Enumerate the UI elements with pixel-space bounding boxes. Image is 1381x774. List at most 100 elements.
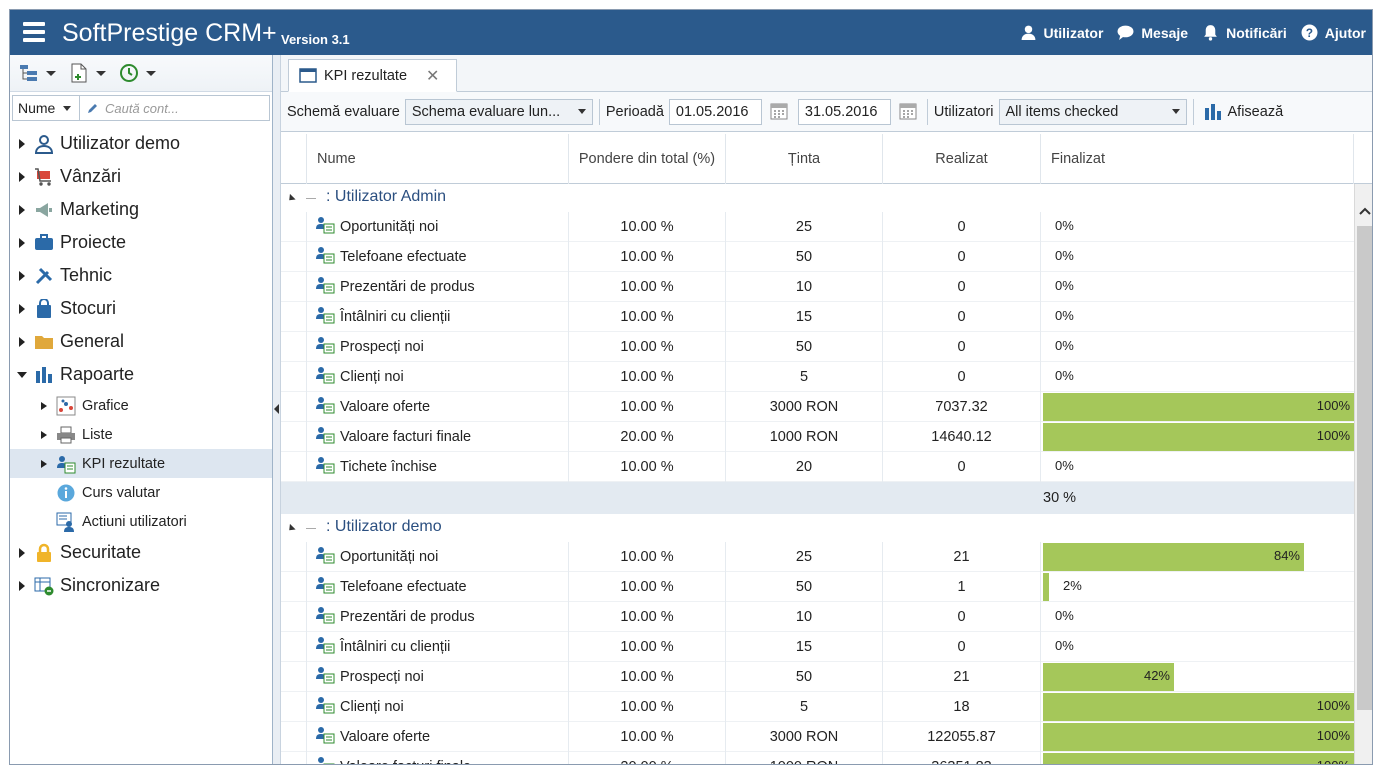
history-dropdown[interactable]	[144, 62, 158, 84]
cell-pondere: 10.00 %	[569, 662, 726, 692]
sidebar-item-proiecte[interactable]: Proiecte	[10, 226, 272, 259]
kpi-users-icon	[315, 216, 335, 238]
sidebar-item-utilizator-demo[interactable]: Utilizator demo	[10, 127, 272, 160]
nume-value: Întâlniri cu clienții	[340, 639, 451, 655]
search-input[interactable]: Caută cont...	[80, 95, 270, 121]
cell-tinta: 50	[726, 242, 883, 272]
calendar-icon[interactable]	[770, 103, 788, 120]
scroll-thumb[interactable]	[1357, 226, 1372, 710]
help-button[interactable]: ? Ajutor	[1301, 24, 1366, 41]
table-row[interactable]: Valoare oferte 10.00 % 3000 RON 122055.87 10…	[281, 722, 1354, 752]
cell-pondere: 10.00 %	[569, 272, 726, 302]
search-field-select[interactable]: Nume	[12, 95, 80, 121]
sidebar-item-grafice[interactable]: Grafice	[10, 391, 272, 420]
group-row[interactable]: : Utilizator Admin	[281, 184, 1354, 212]
table-row[interactable]: Oportunități noi 10.00 % 25 0 0%	[281, 212, 1354, 242]
expand-arrow-icon[interactable]	[18, 548, 26, 558]
expand-arrow-icon[interactable]	[40, 402, 48, 410]
tree-view-dropdown[interactable]	[44, 62, 58, 84]
row-indicator	[281, 572, 307, 602]
sidebar-item-rapoarte[interactable]: Rapoarte	[10, 358, 272, 391]
expand-arrow-icon[interactable]	[18, 581, 26, 591]
sidebar-splitter[interactable]	[273, 55, 281, 764]
sidebar-item-vanzari[interactable]: Vânzări	[10, 160, 272, 193]
afiseaza-button[interactable]: Afisează	[1204, 103, 1283, 120]
sidebar-item-curs-valutar[interactable]: Curs valutar	[10, 478, 272, 507]
sidebar-item-sincronizare[interactable]: Sincronizare	[10, 569, 272, 602]
expand-arrow-icon[interactable]	[18, 304, 26, 314]
row-indicator	[281, 272, 307, 302]
table-row[interactable]: Prospecți noi 10.00 % 50 0 0%	[281, 332, 1354, 362]
sidebar-item-actiuni-utilizatori[interactable]: Actiuni utilizatori	[10, 507, 272, 536]
sidebar-item-marketing[interactable]: Marketing	[10, 193, 272, 226]
cell-realizat: 21	[883, 662, 1041, 692]
scroll-up-icon[interactable]	[1358, 204, 1372, 218]
expand-arrow-icon[interactable]	[40, 431, 48, 439]
close-icon[interactable]: ✕	[426, 67, 440, 85]
table-row[interactable]: Prezentări de produs 10.00 % 10 0 0%	[281, 602, 1354, 632]
expand-arrow-icon[interactable]	[18, 172, 26, 182]
table-row[interactable]: Tichete închise 10.00 % 20 0 0%	[281, 452, 1354, 482]
collapse-arrow-icon[interactable]	[286, 523, 296, 534]
chart-grid-icon	[56, 396, 76, 416]
group-row[interactable]: : Utilizator demo	[281, 514, 1354, 542]
cell-nume: Clienți noi	[307, 362, 569, 392]
row-indicator	[281, 632, 307, 662]
table-row[interactable]: Întâlniri cu clienții 10.00 % 15 0 0%	[281, 302, 1354, 332]
tree-view-icon[interactable]	[18, 62, 40, 84]
sidebar-item-stocuri[interactable]: Stocuri	[10, 292, 272, 325]
column-header-finalizat[interactable]: Finalizat	[1041, 134, 1354, 184]
column-header-pondere[interactable]: Pondere din total (%)	[569, 134, 726, 184]
table-row[interactable]: Clienți noi 10.00 % 5 18 100%	[281, 692, 1354, 722]
chat-icon	[1117, 25, 1134, 40]
expand-arrow-icon[interactable]	[18, 337, 26, 347]
expand-arrow-icon[interactable]	[40, 460, 48, 468]
sidebar-item-tehnic[interactable]: Tehnic	[10, 259, 272, 292]
expand-arrow-icon[interactable]	[18, 139, 26, 149]
table-row[interactable]: Telefoane efectuate 10.00 % 50 1 2%	[281, 572, 1354, 602]
column-header-tinta[interactable]: Ținta	[726, 134, 883, 184]
table-row[interactable]: Prezentări de produs 10.00 % 10 0 0%	[281, 272, 1354, 302]
expand-arrow-icon[interactable]	[18, 271, 26, 281]
table-row[interactable]: Valoare facturi finale 20.00 % 1000 RON 146…	[281, 422, 1354, 452]
messages-button[interactable]: Mesaje	[1117, 24, 1188, 41]
sidebar-item-kpi-rezultate[interactable]: KPI rezultate	[10, 449, 272, 478]
utilizatori-select[interactable]: All items checked	[998, 98, 1187, 125]
sidebar-item-securitate[interactable]: Securitate	[10, 536, 272, 569]
new-document-dropdown[interactable]	[94, 62, 108, 84]
cell-nume: Tichete închise	[307, 452, 569, 482]
table-row[interactable]: Oportunități noi 10.00 % 25 21 84%	[281, 542, 1354, 572]
column-header-realizat[interactable]: Realizat	[883, 134, 1041, 184]
vertical-scrollbar[interactable]	[1354, 184, 1372, 764]
notifications-button[interactable]: Notificări	[1202, 24, 1287, 41]
date-from-input[interactable]: 01.05.2016	[668, 98, 762, 125]
calendar-icon[interactable]	[899, 103, 917, 120]
history-icon[interactable]	[118, 62, 140, 84]
nume-value: Clienți noi	[340, 699, 404, 715]
table-row[interactable]: Prospecți noi 10.00 % 50 21 42%	[281, 662, 1354, 692]
expand-arrow-icon[interactable]	[18, 205, 26, 215]
tab-kpi-rezultate[interactable]: KPI rezultate ✕	[288, 59, 457, 92]
new-document-icon[interactable]	[68, 62, 90, 84]
printer-icon	[56, 425, 76, 445]
expand-arrow-icon[interactable]	[18, 238, 26, 248]
user-menu-button[interactable]: Utilizator	[1020, 24, 1103, 41]
table-row[interactable]: Valoare facturi finale 20.00 %1000 RON363…	[281, 752, 1354, 764]
filter-bar: Schemă evaluare Schema evaluare lun... P…	[281, 92, 1372, 132]
collapse-arrow-icon[interactable]	[286, 193, 296, 204]
table-row[interactable]: Întâlniri cu clienții 10.00 % 15 0 0%	[281, 632, 1354, 662]
sidebar-item-general[interactable]: General	[10, 325, 272, 358]
cell-realizat: 18	[883, 692, 1041, 722]
menu-icon[interactable]	[23, 22, 45, 42]
date-to-input[interactable]: 31.05.2016	[797, 98, 891, 125]
table-row[interactable]: Clienți noi 10.00 % 5 0 0%	[281, 362, 1354, 392]
column-header-nume[interactable]: Nume	[307, 134, 569, 184]
schema-select[interactable]: Schema evaluare lun...	[404, 98, 593, 125]
table-row[interactable]: Valoare oferte 10.00 % 3000 RON 7037.32 100%	[281, 392, 1354, 422]
cell-pondere: 20.00 %	[569, 422, 726, 452]
user-actions-icon	[56, 512, 76, 532]
sidebar-item-liste[interactable]: Liste	[10, 420, 272, 449]
progress-bar	[1043, 543, 1304, 571]
table-row[interactable]: Telefoane efectuate 10.00 % 50 0 0%	[281, 242, 1354, 272]
collapse-arrow-icon[interactable]	[18, 372, 26, 378]
